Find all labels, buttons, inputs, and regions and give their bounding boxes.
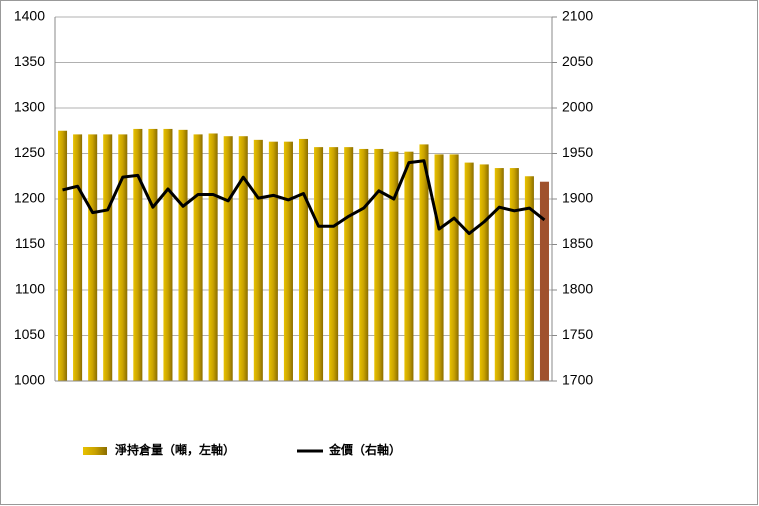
bar — [238, 136, 248, 381]
bar — [344, 147, 354, 381]
y2-tick-label: 2100 — [562, 8, 593, 24]
bar — [479, 164, 489, 381]
bar — [434, 154, 444, 381]
bar — [464, 162, 474, 381]
y2-tick-label: 1700 — [562, 372, 593, 388]
legend-swatch — [83, 447, 107, 455]
bar — [88, 134, 98, 381]
y2-tick-label: 2050 — [562, 53, 593, 69]
y-tick-label: 1000 — [14, 372, 45, 388]
y-tick-label: 1250 — [14, 144, 45, 160]
y2-tick-label: 1950 — [562, 144, 593, 160]
bar — [283, 141, 293, 381]
bar — [374, 148, 384, 381]
y-tick-label: 1200 — [14, 190, 45, 206]
bar — [253, 139, 263, 381]
bar — [404, 151, 414, 381]
y2-tick-label: 1750 — [562, 326, 593, 342]
bar — [539, 181, 549, 381]
bar — [509, 168, 519, 381]
bar — [73, 134, 83, 381]
y2-tick-label: 1850 — [562, 235, 593, 251]
legend-label: 淨持倉量（噸，左軸） — [114, 442, 235, 457]
y-tick-label: 1350 — [14, 53, 45, 69]
bar — [359, 148, 369, 381]
bar — [314, 147, 324, 381]
bar — [389, 151, 399, 381]
bar — [449, 154, 459, 381]
bar — [163, 128, 173, 381]
line — [62, 159, 546, 236]
bar — [208, 133, 218, 381]
bar — [524, 176, 534, 381]
bar — [58, 130, 68, 381]
bar — [329, 147, 339, 381]
bar — [268, 141, 278, 381]
y2-tick-label: 1900 — [562, 190, 593, 206]
bar — [494, 168, 504, 381]
y-tick-label: 1300 — [14, 99, 45, 115]
legend-label: 金價（右軸） — [328, 442, 401, 457]
y2-tick-label: 1800 — [562, 281, 593, 297]
bar — [419, 144, 429, 381]
y-tick-label: 1100 — [15, 281, 45, 297]
bar — [178, 129, 188, 381]
y-tick-label: 1050 — [14, 326, 45, 342]
y-tick-label: 1150 — [15, 235, 45, 251]
bar — [103, 134, 113, 381]
y2-tick-label: 2000 — [562, 99, 593, 115]
bar — [148, 128, 158, 381]
bar — [193, 134, 203, 381]
bar — [298, 138, 309, 381]
bar — [118, 134, 128, 381]
bar — [133, 128, 143, 381]
bar — [223, 136, 233, 381]
y-tick-label: 1400 — [14, 8, 45, 24]
